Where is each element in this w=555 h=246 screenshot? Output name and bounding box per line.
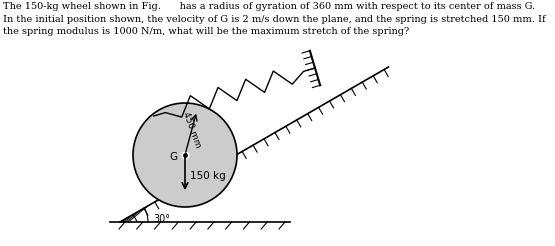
Text: 30°: 30° xyxy=(153,214,170,224)
Circle shape xyxy=(133,103,237,207)
Text: 150 kg: 150 kg xyxy=(190,171,226,181)
Text: The 150-kg wheel shown in Fig.      has a radius of gyration of 360 mm with resp: The 150-kg wheel shown in Fig. has a rad… xyxy=(3,2,546,36)
Text: 450 mm: 450 mm xyxy=(181,110,203,149)
Text: G: G xyxy=(169,152,177,162)
